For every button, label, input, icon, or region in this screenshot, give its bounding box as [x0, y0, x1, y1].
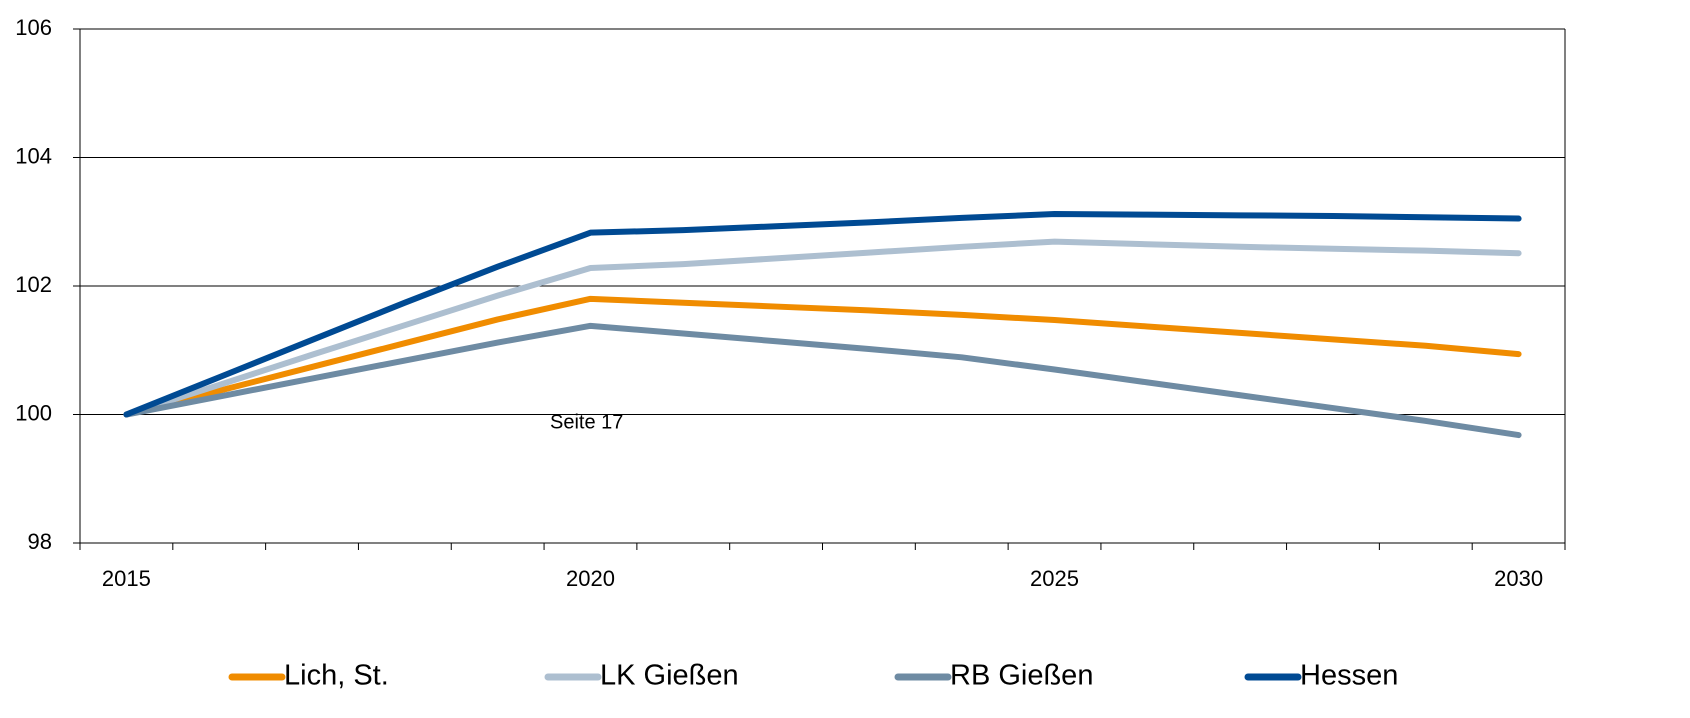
y-tick-label: 102: [15, 272, 52, 297]
y-tick-label: 100: [15, 400, 52, 425]
y-tick-label: 106: [15, 15, 52, 40]
series-line: [123, 211, 1522, 418]
legend-label: RB Gießen: [950, 660, 1093, 692]
series-line: [123, 238, 1522, 418]
legend-label: Lich, St.: [284, 660, 389, 692]
series-line: [123, 322, 1522, 439]
series-line: [123, 295, 1522, 418]
y-tick-label: 104: [15, 143, 52, 168]
x-tick-label: 2030: [1494, 566, 1543, 591]
x-tick-label: 2015: [102, 566, 151, 591]
y-tick-label: 98: [28, 529, 52, 554]
x-tick-label: 2020: [566, 566, 615, 591]
x-tick-label: 2025: [1030, 566, 1079, 591]
legend-label: LK Gießen: [600, 660, 739, 692]
annotation: Seite 17: [550, 411, 623, 433]
legend-label: Hessen: [1300, 660, 1398, 692]
